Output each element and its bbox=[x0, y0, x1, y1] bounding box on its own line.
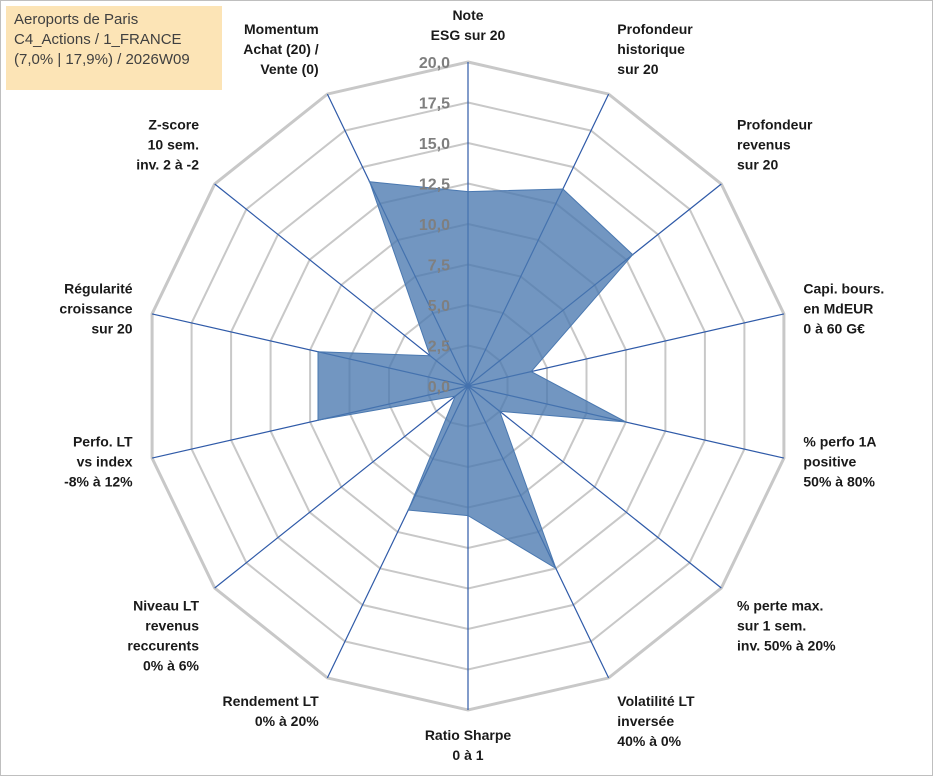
axis-label-line: Régularité bbox=[64, 281, 133, 297]
axis-label-line: Achat (20) / bbox=[243, 41, 319, 57]
axis-spoke-9 bbox=[214, 385, 469, 589]
series-point-6 bbox=[555, 567, 557, 570]
axis-label-line: 10 sem. bbox=[148, 137, 199, 153]
info-stats: (7,0% | 17,9%) / 2026W09 bbox=[14, 51, 190, 68]
axis-label-line: inversée bbox=[617, 713, 674, 729]
series-point-10 bbox=[317, 419, 319, 422]
tick-label-3: 7,5 bbox=[428, 258, 450, 275]
axis-label-line: inv. 50% à 20% bbox=[737, 638, 836, 654]
tick-layer: 0,0 2,5 5,0 7,5 10,0 12,5 15,0 17,5 20,0 bbox=[419, 55, 450, 396]
tick-label-6: 15,0 bbox=[419, 136, 450, 153]
axis-label-line: historique bbox=[617, 41, 685, 57]
axis-label-line: Volatilité LT bbox=[617, 693, 695, 709]
series-layer bbox=[317, 180, 634, 570]
series-point-2 bbox=[631, 253, 634, 256]
axis-label-13: Momentum Achat (20) / Vente (0) bbox=[243, 21, 319, 77]
axis-label-6: Volatilité LT inversée 40% à 0% bbox=[617, 693, 695, 749]
axis-label-8: Rendement LT 0% à 20% bbox=[222, 693, 319, 729]
series-point-13 bbox=[368, 180, 371, 183]
axis-label-line: Z-score bbox=[148, 117, 199, 133]
axis-label-line: 0 à 60 G€ bbox=[803, 321, 865, 337]
axis-label-line: Capi. bours. bbox=[803, 281, 884, 297]
tick-label-8: 20,0 bbox=[419, 55, 450, 72]
series-point-3 bbox=[530, 370, 532, 373]
axis-label-5: % perte max. sur 1 sem. inv. 50% à 20% bbox=[737, 598, 836, 654]
axis-label-line: sur 20 bbox=[91, 321, 132, 337]
axis-label-line: croissance bbox=[59, 301, 132, 317]
tick-label-7: 17,5 bbox=[419, 96, 450, 113]
axis-label-line: vs index bbox=[77, 454, 133, 470]
axis-label-line: Momentum bbox=[244, 21, 319, 37]
axis-label-line: Note bbox=[452, 7, 483, 23]
axis-label-4: % perfo 1A positive 50% à 80% bbox=[803, 434, 876, 490]
axis-label-line: Perfo. LT bbox=[73, 434, 133, 450]
axis-label-3: Capi. bours. en MdEUR 0 à 60 G€ bbox=[803, 281, 884, 337]
axis-label-line: sur 20 bbox=[617, 61, 658, 77]
series-point-0 bbox=[467, 190, 469, 193]
axis-label-line: 0% à 20% bbox=[255, 713, 319, 729]
series-point-4 bbox=[625, 421, 627, 423]
info-category: C4_Actions / 1_FRANCE bbox=[14, 31, 182, 48]
axis-label-line: 0 à 1 bbox=[452, 747, 483, 763]
axis-label-line: inv. 2 à -2 bbox=[136, 157, 199, 173]
tick-label-5: 12,5 bbox=[419, 177, 450, 194]
tick-label-1: 2,5 bbox=[428, 339, 450, 356]
axis-label-line: revenus bbox=[737, 137, 791, 153]
axis-label-line: reccurents bbox=[127, 638, 199, 654]
info-box: Aeroports de Paris C4_Actions / 1_FRANCE… bbox=[6, 6, 222, 90]
axis-label-line: Profondeur bbox=[617, 21, 693, 37]
series-point-11 bbox=[317, 351, 319, 353]
axis-label-9: Niveau LT revenus reccurents 0% à 6% bbox=[127, 598, 199, 674]
axis-label-line: -8% à 12% bbox=[64, 474, 133, 490]
axis-label-line: sur 20 bbox=[737, 157, 778, 173]
axis-label-line: Ratio Sharpe bbox=[425, 727, 512, 743]
axis-label-line: sur 1 sem. bbox=[737, 618, 806, 634]
axis-label-line: 40% à 0% bbox=[617, 733, 681, 749]
series-point-12 bbox=[429, 354, 431, 357]
axis-label-11: Régularité croissance sur 20 bbox=[59, 281, 132, 337]
axis-label-line: ESG sur 20 bbox=[431, 27, 506, 43]
axis-label-line: 0% à 6% bbox=[143, 658, 200, 674]
label-layer: Note ESG sur 20 Profondeur historique sur 20… bbox=[59, 7, 884, 763]
series-point-9 bbox=[454, 395, 457, 397]
tick-label-0: 0,0 bbox=[428, 379, 450, 396]
axis-label-line: positive bbox=[803, 454, 856, 470]
axis-label-line: Profondeur bbox=[737, 117, 813, 133]
series-point-1 bbox=[562, 188, 564, 190]
series-point-5 bbox=[498, 410, 501, 413]
axis-label-line: en MdEUR bbox=[803, 301, 873, 317]
axis-label-1: Profondeur historique sur 20 bbox=[617, 21, 693, 77]
tick-label-2: 5,0 bbox=[428, 298, 450, 315]
axis-spoke-5 bbox=[467, 385, 722, 589]
info-title: Aeroports de Paris bbox=[14, 11, 139, 28]
tick-label-4: 10,0 bbox=[419, 217, 450, 234]
series-area-0 bbox=[317, 181, 634, 570]
axis-spoke-12 bbox=[214, 183, 469, 387]
axis-label-line: % perfo 1A bbox=[803, 434, 876, 450]
axis-label-7: Ratio Sharpe 0 à 1 bbox=[425, 727, 512, 763]
axis-label-line: Niveau LT bbox=[133, 598, 199, 614]
axis-label-10: Perfo. LT vs index -8% à 12% bbox=[64, 434, 133, 490]
axis-label-2: Profondeur revenus sur 20 bbox=[737, 117, 813, 173]
series-point-8 bbox=[407, 509, 410, 511]
axis-label-line: Rendement LT bbox=[222, 693, 319, 709]
axis-label-line: revenus bbox=[145, 618, 199, 634]
axis-label-line: Vente (0) bbox=[260, 61, 318, 77]
axis-label-line: 50% à 80% bbox=[803, 474, 875, 490]
axis-label-line: % perte max. bbox=[737, 598, 823, 614]
series-point-7 bbox=[467, 514, 469, 517]
axis-label-0: Note ESG sur 20 bbox=[431, 7, 506, 43]
axis-label-12: Z-score 10 sem. inv. 2 à -2 bbox=[136, 117, 199, 173]
